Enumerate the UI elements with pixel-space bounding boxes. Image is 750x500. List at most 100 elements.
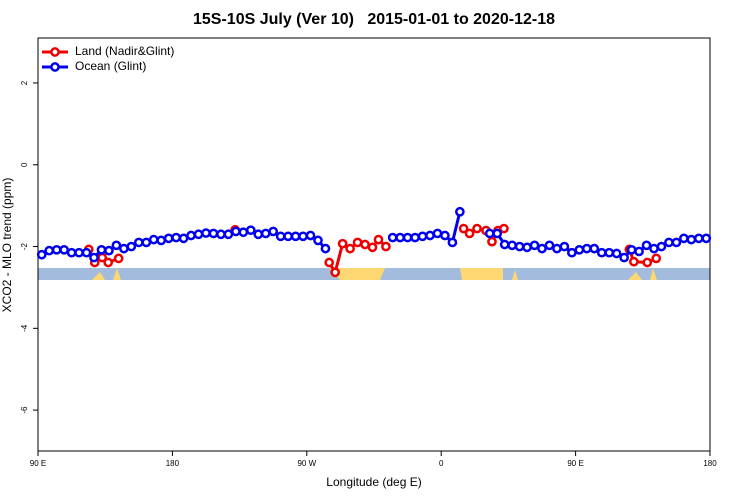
data-point (611, 248, 622, 259)
data-point (499, 223, 509, 234)
data-point (464, 228, 475, 239)
data-point (544, 240, 555, 251)
data-point (352, 237, 363, 248)
data-point (81, 247, 92, 258)
data-point (360, 239, 370, 250)
data-point (458, 223, 469, 234)
data-point (499, 239, 510, 250)
data-point (642, 257, 653, 268)
data-point (484, 228, 495, 239)
data-point (514, 241, 525, 252)
data-point (96, 244, 107, 255)
land-strip (92, 272, 105, 280)
land-strip (512, 270, 518, 280)
data-point (59, 244, 69, 255)
data-point (186, 230, 196, 241)
data-point (231, 226, 241, 237)
data-point (651, 253, 662, 264)
y-tick-label: -2 (20, 242, 29, 250)
data-point (679, 233, 689, 244)
data-point (111, 240, 122, 251)
data-point (487, 236, 497, 247)
y-tick-label: -4 (20, 324, 29, 332)
data-point (395, 232, 405, 243)
data-point (574, 244, 585, 255)
data-point (103, 257, 114, 268)
data-point (552, 243, 562, 254)
data-point (559, 241, 570, 252)
data-point (313, 235, 323, 246)
land-strip (113, 268, 121, 280)
data-point (455, 206, 465, 217)
data-point (440, 230, 450, 241)
data-point (113, 253, 124, 264)
data-point (290, 231, 301, 242)
data-point (472, 223, 482, 234)
data-point (581, 243, 592, 254)
data-point (417, 231, 428, 242)
data-point (178, 233, 189, 244)
data-point (163, 233, 174, 244)
data-point (604, 247, 615, 258)
data-point (507, 240, 517, 251)
legend-label: Ocean (Glint) (75, 59, 146, 73)
data-point (283, 231, 293, 242)
data-point (126, 241, 137, 252)
data-point (367, 242, 378, 253)
data-point (36, 249, 47, 260)
data-point (432, 228, 443, 239)
data-point (492, 228, 503, 239)
data-point (522, 242, 532, 253)
land-strip (460, 268, 503, 280)
legend-label: Land (Nadir&Glint) (75, 44, 174, 58)
data-point (44, 245, 55, 256)
data-point (305, 230, 316, 241)
data-point (216, 229, 226, 240)
data-point (626, 244, 637, 255)
data-point (223, 229, 234, 240)
data-point (664, 237, 674, 248)
data-point (133, 237, 144, 248)
data-point (628, 256, 639, 267)
y-tick-label: -6 (20, 406, 29, 414)
data-point (51, 244, 62, 255)
data-point (253, 229, 264, 240)
data-point (245, 225, 256, 236)
legend-marker (50, 62, 60, 72)
data-point (66, 247, 77, 258)
y-tick-label: 0 (20, 162, 29, 167)
y-tick-label: 2 (20, 80, 29, 85)
land-strip (329, 268, 385, 280)
data-point (537, 243, 547, 254)
data-point (373, 234, 384, 245)
data-point (619, 252, 629, 263)
data-point (74, 247, 84, 258)
data-point (330, 267, 341, 278)
land-strip (650, 268, 657, 280)
data-point (567, 247, 577, 258)
plot-frame (37, 37, 711, 452)
surface-strip (38, 268, 710, 280)
data-point (156, 235, 167, 246)
data-point (193, 229, 204, 240)
data-point (298, 231, 308, 242)
data-point (320, 243, 331, 254)
data-point (324, 257, 335, 268)
data-point (337, 238, 348, 249)
y-axis-label: XCO2 - MLO trend (ppm) (0, 178, 14, 313)
x-tick-label: 180 (703, 459, 717, 468)
data-point (634, 246, 644, 257)
data-point (425, 230, 435, 241)
data-point (387, 232, 398, 243)
data-point (529, 240, 540, 251)
data-point (119, 243, 129, 254)
data-point (89, 252, 99, 263)
data-point (171, 232, 181, 243)
data-point (649, 243, 659, 254)
data-point (402, 232, 413, 243)
data-point (693, 233, 704, 244)
data-point (104, 245, 114, 256)
data-point (208, 228, 219, 239)
legend-marker (50, 47, 60, 57)
data-point (141, 237, 152, 248)
